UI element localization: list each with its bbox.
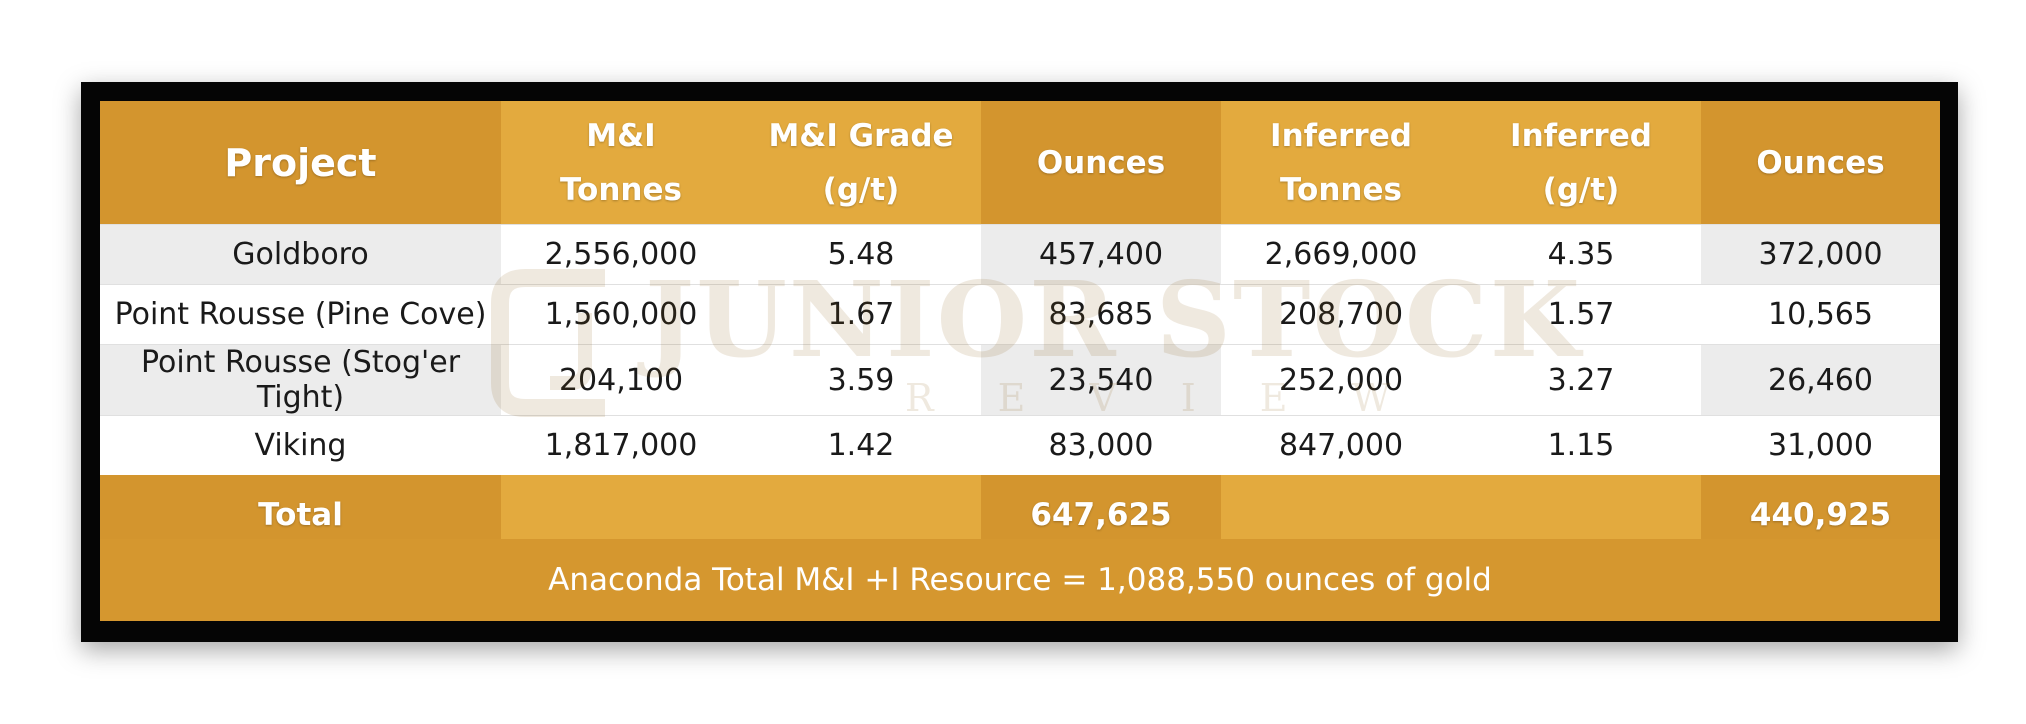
header-mi-grade-line2: (g/t) (822, 171, 900, 208)
header-inferred-grade-line2: (g/t) (1542, 171, 1620, 208)
table-row-viking: Viking 1,817,000 1.42 83,000 847,000 1.1… (100, 415, 1940, 475)
header-mi-tonnes: M&I Tonnes (501, 101, 741, 225)
header-row: Project M&I Tonnes M&I Grade (g/t) Ounce… (100, 101, 1940, 225)
cell-inferred-ounces: 10,565 (1701, 284, 1940, 345)
cell-inferred-grade: 4.35 (1461, 224, 1701, 285)
cell-mi-tonnes: 1,817,000 (501, 415, 741, 475)
cell-mi-grade: 5.48 (741, 224, 981, 285)
cell-inferred-grade: 1.15 (1461, 415, 1701, 475)
table-header: Project M&I Tonnes M&I Grade (g/t) Ounce… (100, 101, 1940, 225)
cell-project: Goldboro (100, 224, 501, 285)
header-mi-grade: M&I Grade (g/t) (741, 101, 981, 225)
table-row-goldboro: Goldboro 2,556,000 5.48 457,400 2,669,00… (100, 224, 1940, 285)
resource-summary-footer: Anaconda Total M&I +I Resource = 1,088,5… (100, 539, 1940, 621)
cell-mi-ounces: 23,540 (981, 344, 1221, 416)
cell-mi-tonnes: 204,100 (501, 344, 741, 416)
header-mi-ounces-label: Ounces (1036, 144, 1166, 181)
header-inferred-ounces: Ounces (1701, 101, 1940, 225)
header-project-label: Project (224, 140, 377, 185)
table-row-pine-cove: Point Rousse (Pine Cove) 1,560,000 1.67 … (100, 284, 1940, 345)
resource-table-container: Project M&I Tonnes M&I Grade (g/t) Ounce… (100, 101, 1940, 621)
cell-inferred-grade: 1.57 (1461, 284, 1701, 345)
cell-mi-grade: 1.67 (741, 284, 981, 345)
cell-inferred-ounces: 31,000 (1701, 415, 1940, 475)
cell-inferred-tonnes: 252,000 (1221, 344, 1461, 416)
cell-mi-ounces: 83,685 (981, 284, 1221, 345)
cell-mi-tonnes: 2,556,000 (501, 224, 741, 285)
cell-mi-tonnes: 1,560,000 (501, 284, 741, 345)
cell-inferred-ounces: 26,460 (1701, 344, 1940, 416)
cell-mi-ounces: 83,000 (981, 415, 1221, 475)
cell-inferred-grade: 3.27 (1461, 344, 1701, 416)
cell-inferred-tonnes: 2,669,000 (1221, 224, 1461, 285)
header-mi-tonnes-line2: Tonnes (560, 171, 682, 208)
header-project: Project (100, 101, 501, 225)
resource-table: Project M&I Tonnes M&I Grade (g/t) Ounce… (100, 101, 1940, 554)
header-mi-ounces: Ounces (981, 101, 1221, 225)
cell-inferred-ounces: 372,000 (1701, 224, 1940, 285)
cell-inferred-tonnes: 208,700 (1221, 284, 1461, 345)
cell-mi-grade: 3.59 (741, 344, 981, 416)
header-mi-grade-line1: M&I Grade (768, 117, 954, 154)
cell-project: Viking (100, 415, 501, 475)
header-inferred-tonnes-line2: Tonnes (1280, 171, 1402, 208)
cell-project: Point Rousse (Stog'er Tight) (100, 344, 501, 416)
header-inferred-tonnes: Inferred Tonnes (1221, 101, 1461, 225)
table-row-stoger-tight: Point Rousse (Stog'er Tight) 204,100 3.5… (100, 344, 1940, 416)
cell-mi-grade: 1.42 (741, 415, 981, 475)
table-body: Goldboro 2,556,000 5.48 457,400 2,669,00… (100, 224, 1940, 554)
cell-inferred-tonnes: 847,000 (1221, 415, 1461, 475)
header-inferred-tonnes-line1: Inferred (1270, 117, 1412, 154)
header-inferred-grade-line1: Inferred (1510, 117, 1652, 154)
header-inferred-grade: Inferred (g/t) (1461, 101, 1701, 225)
header-mi-tonnes-line1: M&I (586, 117, 656, 154)
cell-project: Point Rousse (Pine Cove) (100, 284, 501, 345)
header-inferred-ounces-label: Ounces (1756, 144, 1885, 181)
cell-mi-ounces: 457,400 (981, 224, 1221, 285)
